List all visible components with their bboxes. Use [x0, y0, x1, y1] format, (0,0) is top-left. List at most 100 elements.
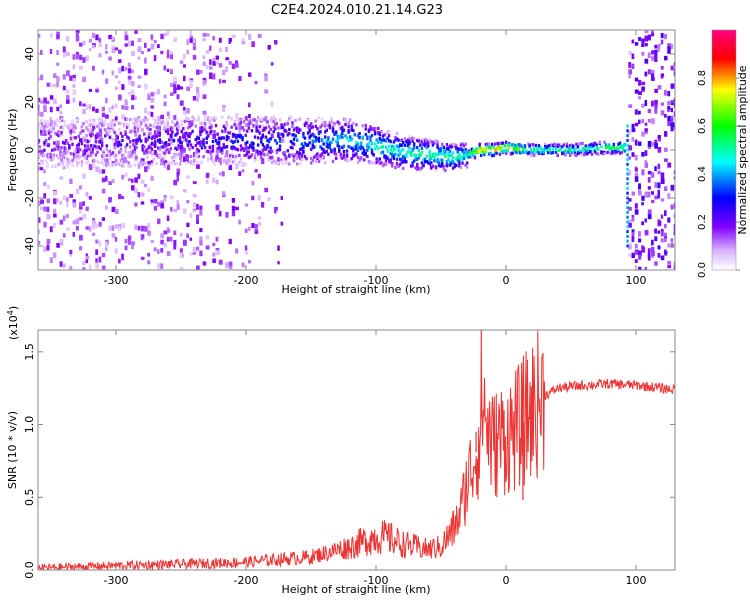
spectrogram-cell: [244, 133, 247, 137]
spectrogram-cell: [85, 226, 90, 230]
spectrogram-cell: [150, 163, 154, 167]
spectrogram-cell: [638, 191, 642, 196]
spectrogram-cell: [139, 159, 143, 164]
spectrogram-cell: [212, 61, 216, 66]
spectrogram-cell: [168, 161, 171, 165]
spectrogram-cell: [202, 61, 206, 66]
spectrogram-cell: [192, 208, 197, 212]
spectrogram-cell: [384, 139, 388, 143]
spectrogram-cell: [664, 131, 668, 137]
spectrogram-cell: [230, 145, 233, 149]
spectrogram-cell: [306, 119, 310, 123]
spectrogram-cell: [270, 101, 274, 107]
spectrogram-cell: [69, 134, 73, 139]
spectrogram-cell: [56, 140, 60, 146]
spectrogram-cell: [334, 139, 338, 143]
spectrogram-cell: [334, 156, 338, 160]
spectrogram-cell: [409, 137, 413, 141]
spectrogram-cell: [46, 153, 49, 158]
spectrogram-cell: [40, 151, 43, 155]
spectrogram-cell: [319, 153, 322, 157]
spectrogram-cell: [353, 133, 357, 137]
spectrogram-cell: [88, 147, 91, 151]
spectrogram-cell: [352, 121, 355, 126]
spectrogram-cell: [199, 250, 203, 257]
spectrogram-cell: [138, 161, 141, 166]
spectrogram-cell: [74, 126, 77, 130]
spectrogram-cell: [63, 123, 66, 127]
spectrogram-cell: [654, 228, 658, 234]
spectrogram-cell: [157, 138, 160, 143]
spectrogram-cell: [216, 141, 219, 145]
spectrogram-cell: [423, 144, 427, 148]
spectrogram-cell: [161, 160, 165, 165]
spectrogram-cell: [236, 139, 240, 143]
spectrogram-cell: [567, 146, 570, 150]
spectrogram-cell: [225, 145, 229, 149]
spectrogram-cell: [114, 75, 119, 79]
spectrogram-cell: [115, 134, 118, 138]
spectrogram-x-label: Height of straight line (km): [281, 283, 430, 296]
spectrogram-cell: [63, 146, 66, 150]
spectrogram-cell: [155, 153, 158, 157]
spectrogram-cell: [79, 217, 83, 221]
spectrogram-cell: [373, 126, 377, 131]
spectrogram-cell: [79, 202, 83, 207]
spectrogram-cell: [113, 142, 116, 146]
spectrogram-cell: [59, 111, 63, 115]
spectrogram-cell: [140, 127, 145, 132]
spectrogram-cell: [227, 135, 230, 140]
spectrogram-cell: [408, 150, 411, 154]
spectrogram-cell: [202, 127, 205, 131]
spectrogram-cell: [241, 136, 244, 140]
spectrogram-cell: [264, 89, 269, 94]
spectrogram-cell: [146, 118, 149, 122]
spectrogram-cell: [166, 111, 170, 117]
spectrogram-cell: [189, 122, 193, 126]
spectrogram-cell: [179, 86, 184, 90]
spectrogram-cell: [51, 125, 54, 129]
spectrogram-cell: [182, 147, 185, 151]
spectrogram-cell: [43, 246, 47, 252]
spectrogram-cell: [294, 134, 297, 138]
spectrogram-cell: [333, 132, 336, 136]
spectrogram-cell: [147, 127, 151, 131]
spectrogram-cell: [651, 191, 655, 195]
spectrogram-cell: [342, 155, 346, 159]
spectrogram-cell: [403, 143, 406, 147]
spectrogram-cell: [280, 221, 284, 226]
spectrogram-cell: [90, 122, 93, 126]
spectrogram-cell: [71, 152, 74, 156]
spectrogram-cell: [257, 216, 262, 220]
spectrogram-cell: [341, 156, 344, 160]
spectrogram-cell: [46, 239, 51, 245]
spectrogram-cell: [654, 236, 658, 242]
spectrogram-cell: [593, 150, 597, 154]
spectrogram-cell: [631, 63, 635, 70]
spectrogram-cell: [75, 51, 79, 56]
spectrogram-cell: [179, 100, 184, 106]
spectrogram-cell: [431, 164, 435, 168]
spectrogram-cell: [215, 236, 219, 242]
spectrogram-cell: [626, 196, 629, 200]
spectrogram-cell: [107, 162, 110, 166]
spectrogram-cell: [626, 177, 629, 181]
spectrogram-cell: [199, 236, 203, 243]
spectrogram-cell: [41, 161, 45, 165]
chart-title: C2E4.2024.010.21.14.G23: [271, 3, 443, 18]
spectrogram-cell: [131, 245, 134, 250]
spectrogram-cell: [244, 203, 249, 207]
spectrogram-cell: [212, 177, 216, 183]
spectrogram-cell: [238, 119, 241, 123]
spectrogram-cell: [98, 169, 102, 174]
spectrogram-cell: [137, 46, 142, 52]
spectrogram-cell: [152, 158, 155, 162]
spectrogram-cell: [185, 154, 188, 158]
spectrogram-cell: [459, 147, 463, 151]
spectrogram-cell: [193, 162, 196, 166]
spectrogram-cell: [105, 131, 109, 135]
spectrogram-cell: [69, 266, 73, 270]
spectrogram-cell: [192, 96, 196, 101]
spectrogram-cell: [71, 120, 74, 124]
spectrogram-cell: [618, 141, 622, 145]
